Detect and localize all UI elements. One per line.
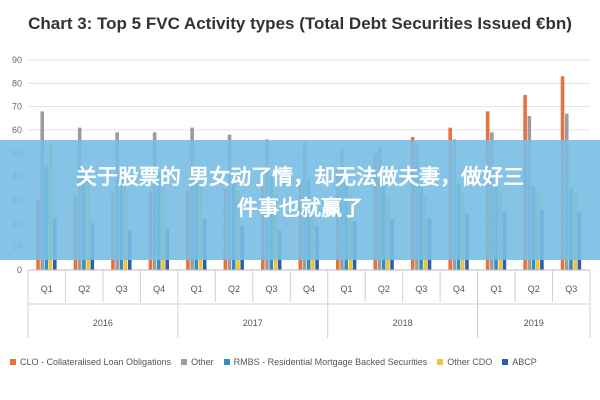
x-tick-label: Q3 [116,284,128,294]
legend-swatch [181,359,188,365]
x-tick-label: Q1 [41,284,53,294]
year-group-label: 2019 [524,318,544,328]
legend-label: Other CDO [447,357,493,367]
legend-label: RMBS - Residential Mortgage Backed Secur… [233,357,428,367]
x-tick-label: Q1 [191,284,203,294]
legend-swatch [502,359,509,365]
x-tick-label: Q2 [228,284,240,294]
legend-label: ABCP [512,357,537,367]
x-tick-label: Q3 [415,284,427,294]
year-group-label: 2017 [243,318,263,328]
x-tick-label: Q2 [528,284,540,294]
legend-swatch [223,359,230,365]
y-tick-label: 70 [12,102,22,112]
legend-item: ABCP [502,357,537,367]
year-group-label: 2018 [393,318,413,328]
headline-line-1: 关于股票的 男女动了情，却无法做夫妻，做好三 [75,165,525,189]
legend-item: RMBS - Residential Mortgage Backed Secur… [223,357,428,367]
y-tick-label: 60 [12,125,22,135]
x-tick-label: Q1 [340,284,352,294]
chart-title: Chart 3: Top 5 FVC Activity types (Total… [28,14,572,33]
legend-item: Other [181,357,214,367]
x-tick-label: Q1 [490,284,502,294]
y-tick-label: 0 [17,265,22,275]
chart-legend: CLO - Collateralised Loan Obligations Oth… [10,352,600,372]
y-tick-label: 80 [12,78,22,88]
legend-swatch [10,359,16,365]
headline-text[interactable]: 关于股票的 男女动了情，却无法做夫妻，做好三 件事也就赢了 [0,162,600,224]
headline-banner [0,140,600,260]
legend-item: Other CDO [437,357,492,367]
year-group-label: 2016 [93,318,113,328]
legend-label: CLO - Collateralised Loan Obligations [20,357,172,367]
x-tick-label: Q2 [378,284,390,294]
x-tick-label: Q3 [266,284,278,294]
legend-swatch [437,359,444,365]
x-tick-label: Q2 [78,284,90,294]
headline-line-2: 件事也就赢了 [237,196,363,220]
legend-label: Other [191,357,214,367]
x-tick-label: Q4 [153,284,165,294]
x-tick-label: Q3 [565,284,577,294]
x-tick-label: Q4 [453,284,465,294]
x-tick-label: Q4 [303,284,315,294]
legend-item: CLO - Collateralised Loan Obligations [10,357,171,367]
y-tick-label: 90 [12,55,22,65]
